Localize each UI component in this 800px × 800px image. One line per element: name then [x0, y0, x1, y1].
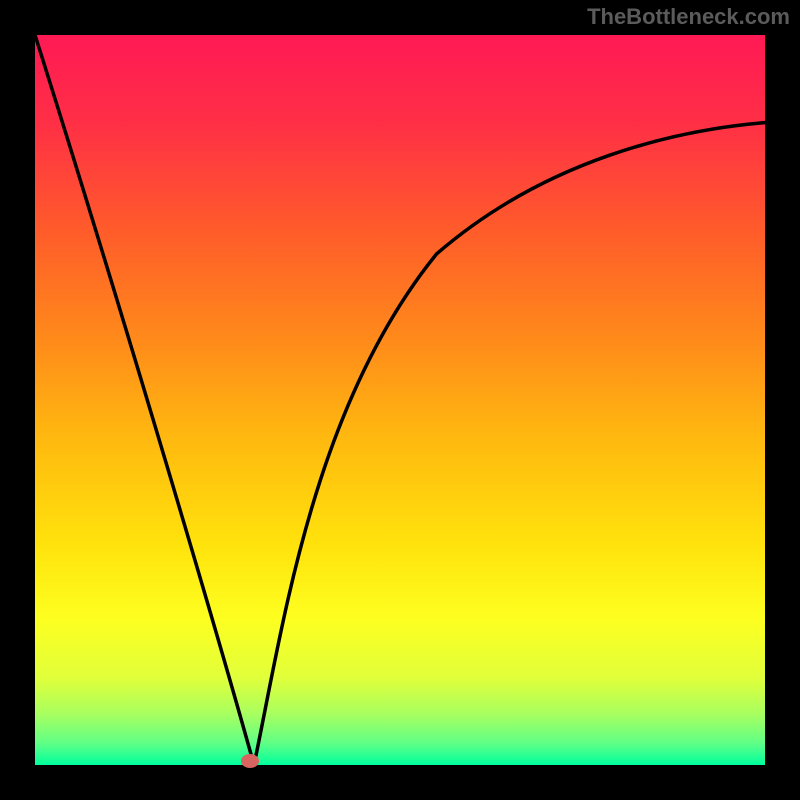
- chart-container: TheBottleneck.com: [0, 0, 800, 800]
- current-point-marker: [241, 754, 259, 768]
- watermark-text: TheBottleneck.com: [587, 4, 790, 30]
- metric-curve: [0, 0, 800, 800]
